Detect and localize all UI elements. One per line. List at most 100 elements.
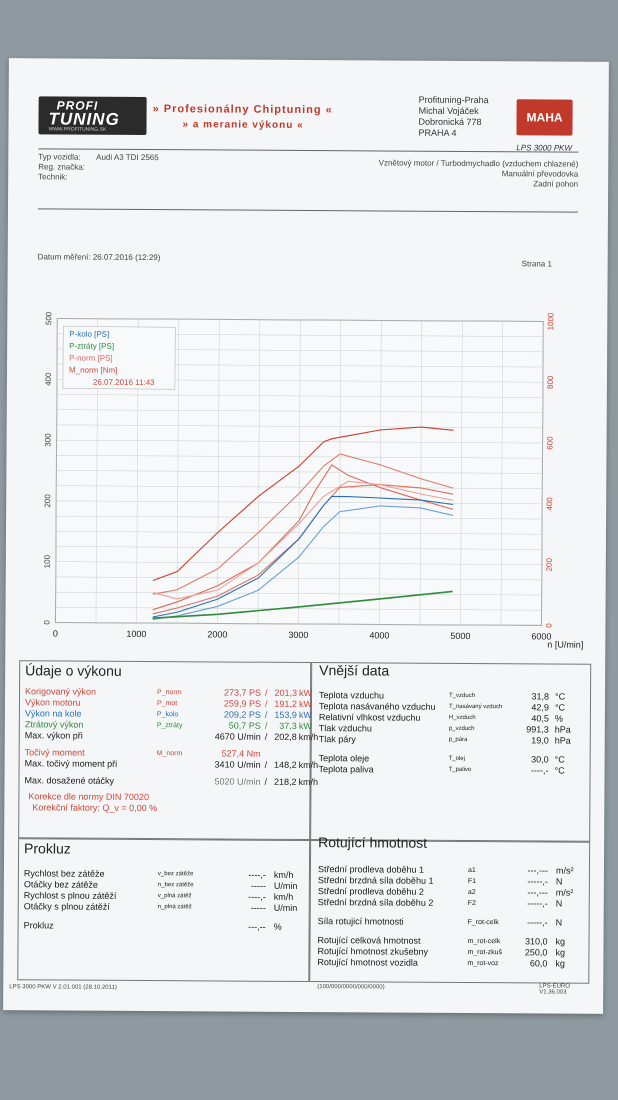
rotujici-unit: kg — [555, 936, 566, 947]
vnejsi-unit: hPa — [554, 735, 571, 746]
rotujici-unit: m/s² — [555, 865, 574, 876]
grid-line — [56, 409, 543, 413]
address-line: PRAHA 4 — [418, 127, 457, 138]
vykon-sep: / — [264, 720, 268, 731]
legend-entry: P-ztráty [PS] — [69, 342, 114, 351]
rotujici-value: ---,--- — [527, 887, 548, 898]
rotujici-value: 310,0 — [524, 936, 548, 947]
maxrpm-label: Max. dosažené otáčky — [24, 775, 115, 786]
y-right-tick-label: 800 — [546, 375, 555, 389]
grid-line — [56, 531, 543, 535]
vnejsi-symbol: H_vzduch — [448, 714, 476, 722]
y-left-tick-label: 0 — [42, 620, 51, 625]
grid-line — [57, 318, 544, 322]
vnejsi-label: Tlak vzduchu — [318, 723, 372, 734]
address-line: Dobronická 778 — [418, 116, 482, 128]
vykon-symbol: P_ztráty — [156, 722, 183, 730]
divider — [37, 208, 578, 213]
tech-label: Technik: — [38, 172, 68, 182]
page-number: Strana 1 — [521, 259, 552, 269]
series-line — [152, 426, 454, 582]
vykon-value1: 273,7 PS — [223, 687, 262, 698]
vnejsi-value: 40,5 — [531, 713, 549, 724]
vnejsi-value: 991,3 — [526, 724, 549, 735]
legend-box — [62, 326, 176, 390]
profituning-logo: PROFI TUNING WWW.PROFITUNING.SK — [38, 96, 147, 136]
prokluz-title: Prokluz — [24, 840, 71, 857]
rotujici-value: -----,- — [527, 876, 548, 887]
vykon-value1: 3410 U/min — [214, 759, 261, 770]
vykon-symbol: P_kolo — [156, 711, 179, 719]
grid-line — [55, 607, 542, 611]
correction-factor: Korekční faktory: Q_v = 0,00 % — [32, 802, 158, 814]
legend-entry: P-norm [PS] — [69, 354, 113, 363]
x-tick-label: 4000 — [369, 630, 389, 640]
vnejsi-label: Teplota oleje — [318, 753, 370, 764]
vykon-unit: km/h — [298, 759, 319, 771]
x-tick-label: 5000 — [450, 631, 470, 641]
rotujici-label: Střední prodleva doběhu 1 — [317, 864, 425, 875]
maxrpm-value: 5020 U/min — [214, 776, 261, 787]
vnejsi-unit: % — [554, 713, 563, 724]
vykon-rows — [23, 88, 591, 91]
rotujici-symbol: m_rot-zkuš — [467, 948, 503, 957]
series-line — [152, 495, 454, 618]
rotujici-label: Síla rotujicí hmotnosti — [317, 916, 404, 927]
prokluz-label: Otáčky s plnou zátěží — [23, 901, 110, 912]
vnejsi-symbol: T_nasávaný vzduch — [448, 703, 503, 711]
prokluz-unit: % — [273, 921, 282, 932]
rotujici-value: 60,0 — [529, 958, 548, 969]
shop-address: Profituning-Praha Michal Vojáček Dobroni… — [418, 95, 488, 139]
vykon-unit: kW — [298, 709, 312, 721]
header-title: » Profesionálny Chiptuning « — [152, 103, 333, 117]
vykon-symbol: M_norm — [156, 750, 183, 758]
vnejsi-label: Teplota vzduchu — [318, 690, 385, 701]
rotujici-value: ---,--- — [527, 865, 548, 876]
x-tick-label: 2000 — [207, 629, 227, 639]
vnejsi-unit: hPa — [554, 724, 571, 735]
vnejsi-value: 42,9 — [531, 702, 549, 713]
prokluz-unit: km/h — [273, 869, 294, 880]
prokluz-value: ----- — [250, 902, 266, 913]
rotujici-value: -----,- — [527, 898, 548, 909]
y-left-tick-label: 400 — [44, 372, 53, 386]
y-right-tick-label: 200 — [545, 557, 554, 571]
type-label: Typ vozidla: — [38, 152, 81, 162]
vykon-label: Max. točivý moment při — [24, 758, 118, 769]
vykon-sep: / — [264, 731, 268, 742]
rotujici-symbol: F1 — [467, 877, 477, 886]
prokluz-symbol: v_bez zátěže — [157, 871, 194, 878]
footer-center: (100/000/0000/000/0000) — [317, 984, 385, 991]
grid-line — [56, 515, 543, 520]
rotujici-label: Rotující hmotnost zkušebny — [317, 946, 429, 957]
vnejsi-symbol: T_vzduch — [449, 692, 476, 700]
rotujici-symbol: F_rot-celk — [467, 918, 499, 927]
y-right-tick-label: 0 — [544, 623, 553, 628]
y-left-tick-label: 200 — [43, 494, 52, 508]
prokluz-unit: U/min — [273, 880, 298, 891]
prokluz-symbol: n_plná zátěž — [157, 904, 192, 911]
vykon-value1: 50,7 PS — [228, 720, 261, 731]
rotujici-symbol: m_rot-voz — [467, 959, 499, 968]
vnejsi-unit: °C — [554, 691, 566, 702]
rotujici-label: Střední brzdná síla doběhu 1 — [317, 875, 434, 886]
rotujici-title: Rotující hmotnost — [318, 834, 428, 851]
vnejsi-unit: °C — [554, 765, 565, 776]
vykon-label: Korigovaný výkon — [25, 686, 97, 697]
vykon-sep: / — [265, 687, 268, 698]
maha-logo: MAHA — [516, 99, 573, 136]
rotujici-label: Rotující celková hmotnost — [317, 935, 421, 946]
vnejsi-unit: °C — [554, 754, 565, 765]
series-line — [152, 505, 454, 620]
address-line: Michal Vojáček — [418, 105, 479, 117]
series-line — [152, 590, 453, 619]
prokluz-value: ----- — [250, 880, 266, 891]
prokluz-label: Rychlost s plnou zátěží — [23, 890, 117, 901]
vnejsi-symbol: p_vzduch — [448, 725, 475, 733]
maxrpm-value2: 218,2 — [273, 776, 297, 787]
maxrpm-unit: km/h — [298, 776, 319, 788]
vykon-value2: 153,9 — [274, 709, 297, 720]
rotujici-symbol: a1 — [467, 866, 476, 875]
vykon-value1: 209,2 PS — [223, 709, 261, 720]
y-right-tick-label: 400 — [545, 497, 554, 511]
